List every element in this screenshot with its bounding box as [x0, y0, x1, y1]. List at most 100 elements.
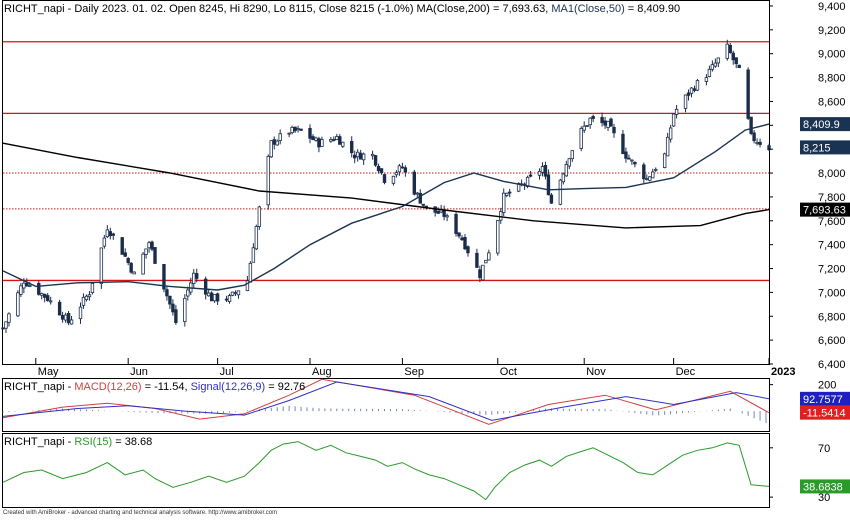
candle-body [445, 215, 449, 218]
candle-body [454, 213, 458, 234]
candle-body [591, 116, 595, 119]
macd-line [2, 378, 770, 425]
candle-body [746, 69, 750, 119]
x-tick-label: Sep [404, 366, 424, 378]
candle-body [582, 125, 586, 131]
candle-body [332, 139, 336, 141]
candle-body [692, 88, 697, 91]
candle-body [630, 159, 634, 162]
value-badge [800, 117, 850, 132]
candle-body [704, 77, 709, 82]
candle-body [725, 43, 729, 59]
rsi-y-tick-label: 70 [818, 443, 830, 455]
candle-body [418, 192, 422, 204]
candle-body [394, 172, 399, 176]
candle-body [233, 292, 238, 294]
candle-body [78, 306, 83, 320]
candle-body [84, 295, 89, 301]
value-badge-label: 7,693.63 [803, 205, 846, 217]
candle-body [749, 116, 753, 134]
macd-header: RICHT_napi - MACD(12,26) = -11.54, Signa… [4, 381, 305, 393]
candle-body [758, 141, 762, 145]
ma200-line [2, 142, 770, 229]
candle-body [314, 137, 318, 141]
x-tick-label: Nov [586, 366, 606, 378]
signal-header-value: = 92.76 [265, 381, 305, 393]
value-badge [800, 391, 850, 406]
candle-body [254, 226, 259, 250]
candle-body [400, 166, 405, 169]
candle-body [665, 136, 670, 157]
candle-body [496, 220, 500, 254]
value-badge-label: 38.6838 [803, 481, 843, 493]
candle-body [442, 210, 446, 217]
candle-body [153, 247, 157, 264]
candle-body [183, 297, 187, 323]
rsi-line [2, 441, 770, 501]
candle-body [612, 126, 616, 134]
candle-body [7, 313, 11, 323]
candle-body [475, 252, 479, 268]
candle-body [171, 303, 175, 313]
candle-body [689, 87, 694, 94]
candle-body [209, 292, 214, 302]
candle-body [341, 141, 345, 147]
candle-body [174, 309, 178, 323]
candle-body [227, 295, 232, 302]
header-price-info: Daily 2023. 01. 02. Open 8245, Hi 8290, … [74, 3, 551, 15]
candle-body [81, 296, 86, 306]
candle-body [564, 164, 569, 177]
candle-body [436, 210, 440, 214]
price-y-tick-label: 7,200 [818, 264, 846, 276]
candle-body [37, 282, 41, 295]
value-badge [800, 405, 850, 420]
macd-header-label: MACD(12,26) [74, 381, 141, 393]
candle-body [502, 192, 506, 213]
candle-body [645, 178, 649, 180]
candle-body [585, 125, 589, 127]
price-y-tick-label: 6,800 [818, 311, 846, 323]
candle-body [376, 165, 381, 172]
candle-body [516, 183, 521, 192]
rsi-header: RICHT_napi - RSI(15) = 38.68 [4, 436, 152, 448]
x-tick-label: Jul [220, 366, 234, 378]
candle-body [707, 68, 712, 77]
candle-body [257, 206, 262, 227]
candle-body [102, 237, 107, 247]
candle-body [317, 138, 321, 148]
moving-averages-layer [2, 123, 770, 291]
macd-panel [2, 378, 770, 432]
candle-body [603, 120, 607, 126]
candle-body [606, 120, 610, 128]
candle-body [22, 282, 26, 289]
candle-body [108, 231, 112, 237]
header-ma1-label: MA1(Close,50) [551, 3, 624, 15]
candle-body [588, 117, 592, 126]
candle-body [16, 292, 20, 317]
candle-body [123, 252, 127, 257]
signal-header-label: Signal(12,26,9) [191, 381, 266, 393]
candle-body [731, 52, 735, 61]
candle-body [63, 314, 68, 321]
candle-body [600, 116, 604, 124]
candle-body [579, 128, 583, 149]
candle-body [648, 176, 652, 181]
candle-body [290, 127, 294, 134]
candle-body [668, 127, 673, 140]
candle-body [278, 133, 282, 141]
candle-body [269, 140, 273, 158]
price-y-tick-label: 7,800 [818, 192, 846, 204]
candle-body [251, 247, 256, 263]
macd-header-separator: - [65, 381, 75, 393]
price-header: RICHT_napi - Daily 2023. 01. 02. Open 82… [4, 3, 680, 15]
candle-body [162, 263, 166, 290]
price-y-tick-label: 9,200 [818, 25, 846, 37]
candle-body [335, 136, 339, 141]
candle-body [642, 164, 646, 180]
x-tick-label: Oct [500, 366, 517, 378]
candle-body [195, 273, 199, 279]
candle-body [627, 157, 631, 160]
price-y-tick-label: 9,400 [818, 1, 846, 13]
candle-body [144, 248, 148, 255]
candle-body [528, 174, 533, 177]
